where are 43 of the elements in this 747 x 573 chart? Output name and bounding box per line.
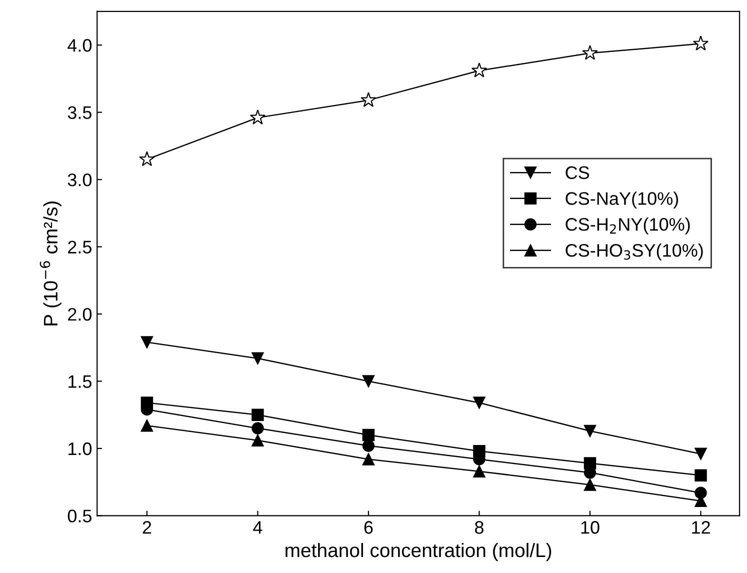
point bbox=[252, 422, 264, 434]
point bbox=[362, 375, 375, 388]
point bbox=[694, 469, 707, 482]
y-tick-label: 1.0 bbox=[68, 442, 92, 456]
point bbox=[140, 420, 154, 432]
point bbox=[692, 36, 709, 50]
legend-label: CS-NaY(10%) bbox=[566, 192, 678, 208]
point bbox=[694, 448, 707, 460]
point bbox=[471, 62, 488, 78]
point bbox=[139, 151, 155, 166]
legend-label: CS-H$_{2}$NY(10%) bbox=[566, 218, 690, 234]
point bbox=[360, 92, 376, 107]
y-tick-label: 2.0 bbox=[68, 308, 92, 321]
y-tick-label: 0.5 bbox=[68, 510, 92, 522]
x-tick-label: 2 bbox=[142, 521, 152, 534]
point bbox=[584, 478, 596, 491]
point bbox=[252, 352, 264, 364]
y-tick-label: 2.5 bbox=[68, 240, 92, 254]
x-tick-label: 4 bbox=[253, 521, 262, 534]
point bbox=[250, 109, 266, 124]
x-axis-title: methanol concentration (mol/L) bbox=[286, 542, 552, 562]
point bbox=[362, 428, 375, 442]
point bbox=[362, 440, 375, 452]
legend-label: CS bbox=[566, 166, 590, 180]
point bbox=[362, 453, 375, 466]
point bbox=[140, 336, 154, 348]
y-axis-title: P (10$^{−6}$ cm²/s) bbox=[40, 202, 62, 326]
point bbox=[584, 424, 596, 438]
legend-label: CS-HO$_{3}$SY(10%) bbox=[566, 244, 703, 260]
point bbox=[252, 434, 264, 447]
point bbox=[473, 465, 486, 478]
point bbox=[582, 44, 598, 60]
y-tick-label: 4.0 bbox=[68, 39, 92, 52]
y-tick-label: 3.5 bbox=[68, 106, 92, 120]
point bbox=[252, 408, 264, 421]
x-tick-label: 6 bbox=[364, 521, 373, 534]
x-tick-label: 10 bbox=[581, 521, 600, 534]
point bbox=[473, 396, 486, 409]
y-tick-label: 1.5 bbox=[68, 375, 92, 388]
y-tick-label: 3.0 bbox=[68, 173, 92, 186]
point bbox=[694, 486, 707, 499]
x-tick-label: 8 bbox=[475, 521, 484, 534]
x-tick-label: 12 bbox=[692, 521, 710, 534]
